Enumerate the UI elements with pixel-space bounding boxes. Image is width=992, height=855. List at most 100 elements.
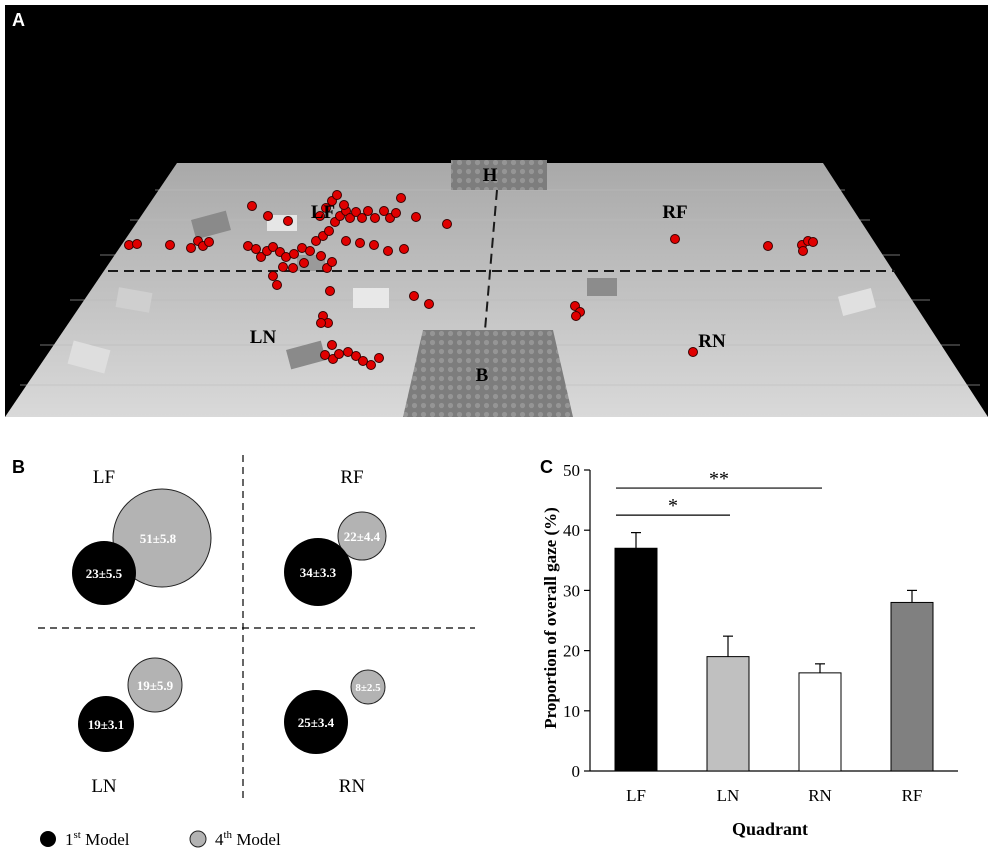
gaze-point xyxy=(325,286,335,296)
gaze-point xyxy=(670,234,680,244)
legend-fourth-marker xyxy=(189,830,207,848)
gaze-point xyxy=(688,347,698,357)
rf-fourth-value: 22±4.4 xyxy=(344,529,381,544)
ln-fourth-value: 19±5.9 xyxy=(137,678,174,693)
b-label-ln: LN xyxy=(91,776,117,797)
gaze-point xyxy=(316,318,326,328)
gaze-point xyxy=(357,213,367,223)
b-label-lf: LF xyxy=(93,467,115,488)
gaze-point xyxy=(263,211,273,221)
panel-a-letter: A xyxy=(12,10,25,30)
rf-first-value: 34±3.3 xyxy=(300,565,337,580)
gaze-point xyxy=(396,193,406,203)
gaze-points xyxy=(124,190,818,370)
gaze-point xyxy=(204,237,214,247)
ln-first-value: 19±3.1 xyxy=(88,717,124,732)
gaze-point xyxy=(343,347,353,357)
gaze-point xyxy=(571,311,581,321)
b-label-rf: RF xyxy=(340,467,363,488)
x-tick-label: LF xyxy=(626,786,646,805)
label-head: H xyxy=(483,165,498,186)
gaze-point xyxy=(369,240,379,250)
lf-fourth-bubble xyxy=(112,488,212,588)
bar-rf xyxy=(890,601,934,772)
b-label-rn: RN xyxy=(339,776,366,797)
gaze-point xyxy=(383,246,393,256)
gaze-point xyxy=(339,200,349,210)
gaze-point xyxy=(411,212,421,222)
gaze-point xyxy=(351,351,361,361)
base-baseplate xyxy=(403,330,573,417)
gaze-point xyxy=(268,271,278,281)
x-tick-label: RN xyxy=(808,786,832,805)
gaze-point xyxy=(305,246,315,256)
table-surface xyxy=(5,163,988,417)
y-axis-label: Proportion of overall gaze (%) xyxy=(541,507,560,729)
y-tick-label: 0 xyxy=(572,762,581,781)
rn-first-bubble xyxy=(284,690,348,754)
gaze-point xyxy=(808,237,818,247)
ln-fourth-bubble xyxy=(127,657,183,713)
legend-first-label: 1st Model xyxy=(65,829,130,849)
gaze-point xyxy=(327,257,337,267)
y-tick-label: 10 xyxy=(563,702,580,721)
head-baseplate xyxy=(451,160,547,190)
label-lf: LF xyxy=(311,202,335,223)
panel-c-letter: C xyxy=(540,457,553,477)
x-tick-label: RF xyxy=(902,786,923,805)
rf-fourth-bubble xyxy=(337,511,387,561)
gaze-point xyxy=(334,349,344,359)
panel-b-letter: B xyxy=(12,457,25,477)
gaze-point xyxy=(324,226,334,236)
legend-first-marker xyxy=(40,831,56,847)
gaze-point xyxy=(251,244,261,254)
gaze-point xyxy=(374,353,384,363)
label-rn: RN xyxy=(698,331,726,352)
gaze-point xyxy=(341,236,351,246)
gaze-point xyxy=(132,239,142,249)
gaze-point xyxy=(763,241,773,251)
gaze-point xyxy=(311,236,321,246)
gaze-point xyxy=(409,291,419,301)
gaze-point xyxy=(288,263,298,273)
gaze-point xyxy=(320,350,330,360)
rn-first-value: 25±3.4 xyxy=(298,715,335,730)
gaze-point xyxy=(442,219,452,229)
gaze-point xyxy=(316,251,326,261)
significance-label: * xyxy=(668,495,678,517)
gaze-point xyxy=(366,360,376,370)
bar-lf xyxy=(614,547,658,772)
y-tick-label: 40 xyxy=(563,521,580,540)
lf-first-value: 23±5.5 xyxy=(86,566,123,581)
gaze-point xyxy=(363,206,373,216)
vertical-divider xyxy=(484,189,498,331)
gaze-point xyxy=(272,280,282,290)
gaze-point xyxy=(299,258,309,268)
gaze-point xyxy=(289,249,299,259)
y-tick-label: 50 xyxy=(563,461,580,480)
ln-first-bubble xyxy=(78,696,134,752)
rf-first-bubble xyxy=(284,538,352,606)
chart-bars: LF LN RN RF xyxy=(614,532,934,805)
label-base: B xyxy=(476,365,489,386)
y-tick-label: 30 xyxy=(563,581,580,600)
significance-label: ** xyxy=(709,468,729,490)
lf-fourth-value: 51±5.8 xyxy=(140,531,177,546)
gaze-point xyxy=(315,211,325,221)
gaze-point xyxy=(345,213,355,223)
gaze-point xyxy=(165,240,175,250)
x-tick-label: LN xyxy=(717,786,740,805)
gaze-point xyxy=(256,252,266,262)
gaze-point xyxy=(370,213,380,223)
gaze-point xyxy=(268,242,278,252)
x-axis-label: Quadrant xyxy=(732,819,808,839)
bar-rn xyxy=(798,672,842,772)
gaze-point xyxy=(332,190,342,200)
rn-fourth-value: 8±2.5 xyxy=(355,682,381,694)
bubble-panel: LF RF LN RN 51±5.8 23±5.5 22±4.4 34±3.3 … xyxy=(38,455,475,849)
bar-ln xyxy=(706,656,750,772)
significance-brackets: *** xyxy=(616,468,822,517)
gaze-point xyxy=(186,243,196,253)
gaze-point xyxy=(355,238,365,248)
